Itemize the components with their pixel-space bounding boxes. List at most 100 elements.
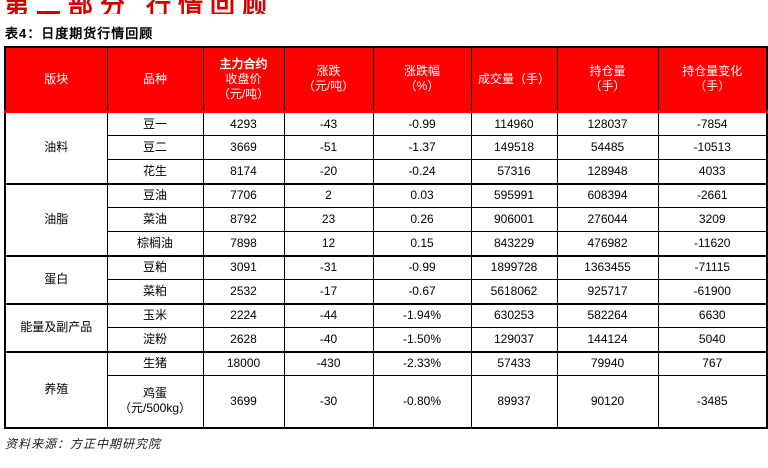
oi-cell: 1363455 [556, 254, 659, 280]
oi-cell: 128037 [556, 111, 659, 136]
table-row: 菜粕 2532 -17 -0.67 5618062 925717 -61900 [5, 279, 768, 304]
volume-cell: 595991 [470, 182, 558, 208]
close-cell: 4293 [202, 111, 285, 136]
variety-unit: （元/500kg） [118, 401, 192, 416]
oi-change-cell: -7854 [657, 111, 768, 136]
change-pct-cell: -0.80% [372, 375, 472, 428]
table-row: 鸡蛋 （元/500kg） 3699 -30 -0.80% 89937 90120… [5, 375, 768, 428]
oi-change-cell: 6630 [657, 302, 768, 328]
header-sector-label: 版块 [44, 71, 69, 86]
variety-cell: 菜油 [106, 207, 204, 232]
volume-cell: 843229 [470, 231, 558, 256]
oi-cell: 925717 [556, 279, 659, 304]
header-change-pct-line2: （%） [404, 79, 440, 93]
oi-cell: 582264 [556, 302, 659, 328]
oi-change-cell: -11620 [657, 231, 768, 256]
futures-table: 版块 品种 主力合约 收盘价 （元/吨） 涨跌 （元/吨） 涨跌幅 （%） 成交… [4, 46, 768, 429]
change-cell: -51 [283, 135, 374, 160]
change-pct-cell: 0.26 [372, 207, 472, 232]
table-row: 油脂 豆油 7706 2 0.03 595991 608394 -2661 [4, 182, 768, 256]
variety-cell: 豆一 [106, 111, 204, 136]
header-change-pct: 涨跌幅 （%） [372, 46, 472, 113]
close-cell: 2532 [202, 279, 285, 304]
variety-cell: 鸡蛋 （元/500kg） [106, 375, 204, 428]
header-oi-change-line2: （手） [694, 79, 731, 93]
close-cell: 7706 [202, 182, 285, 208]
table-row: 豆二 3669 -51 -1.37 149518 54485 -10513 [5, 135, 768, 160]
change-cell: -430 [283, 350, 374, 376]
variety-cell: 花生 [106, 159, 204, 184]
header-change: 涨跌 （元/吨） [283, 46, 374, 113]
change-cell: 2 [283, 182, 374, 208]
oi-cell: 144124 [556, 327, 659, 352]
close-cell: 8174 [202, 159, 285, 184]
table-row: 养殖 生猪 18000 -430 -2.33% 57433 79940 767 [4, 350, 768, 428]
volume-cell: 89937 [470, 375, 558, 428]
header-volume-label: 成交量（手） [477, 71, 550, 86]
variety-cell: 豆油 [106, 182, 204, 208]
variety-cell: 棕榈油 [106, 231, 204, 256]
volume-cell: 114960 [470, 111, 558, 136]
oi-change-cell: -10513 [657, 135, 768, 160]
header-close-price: 主力合约 收盘价 （元/吨） [202, 46, 285, 113]
change-cell: -40 [283, 327, 374, 352]
main-title-clip: 第二部分 行情回顾 [4, 0, 768, 14]
oi-change-cell: 3209 [657, 207, 768, 232]
oi-change-cell: 767 [657, 350, 768, 376]
sector-cell: 油脂 [4, 182, 108, 256]
close-cell: 3699 [202, 375, 285, 428]
oi-change-cell: -71115 [657, 254, 768, 280]
variety-cell: 玉米 [106, 302, 204, 328]
change-pct-cell: -1.37 [372, 135, 472, 160]
header-oi-change-line1: 持仓量变化 [682, 64, 743, 78]
sector-cell: 养殖 [4, 350, 108, 428]
change-pct-cell: 0.03 [372, 182, 472, 208]
change-cell: 23 [283, 207, 374, 232]
table-header: 版块 品种 主力合约 收盘价 （元/吨） 涨跌 （元/吨） 涨跌幅 （%） 成交… [4, 46, 768, 113]
variety-cell: 生猪 [106, 350, 204, 376]
header-sector: 版块 [4, 46, 108, 113]
table-row: 棕榈油 7898 12 0.15 843229 476982 -11620 [5, 231, 768, 256]
header-change-pct-line1: 涨跌幅 [403, 64, 440, 78]
table-caption: 表4：日度期货行情回顾 [5, 26, 154, 41]
table-row: 花生 8174 -20 -0.24 57316 128948 4033 [5, 159, 768, 184]
source-note: 资料来源：方正中期研究院 [5, 436, 162, 451]
variety-cell: 淀粉 [106, 327, 204, 352]
close-cell: 18000 [202, 350, 285, 376]
report-page: 第二部分 行情回顾 表4：日度期货行情回顾 版块 品种 主力合约 收盘价 （元/… [4, 0, 768, 451]
oi-cell: 54485 [556, 135, 659, 160]
header-open-interest: 持仓量 （手） [556, 46, 659, 113]
oi-change-cell: -2661 [657, 182, 768, 208]
sector-cell: 油料 [4, 111, 108, 184]
variety-name: 鸡蛋 [142, 386, 167, 401]
oi-change-cell: -3485 [657, 375, 768, 428]
oi-cell: 276044 [556, 207, 659, 232]
change-pct-cell: -1.94% [372, 302, 472, 328]
header-row: 版块 品种 主力合约 收盘价 （元/吨） 涨跌 （元/吨） 涨跌幅 （%） 成交… [4, 46, 768, 113]
close-cell: 3091 [202, 254, 285, 280]
change-cell: -30 [283, 375, 374, 428]
oi-cell: 128948 [556, 159, 659, 184]
oi-cell: 79940 [556, 350, 659, 376]
header-variety: 品种 [106, 46, 204, 113]
sector-cell: 能量及副产品 [4, 302, 108, 352]
change-cell: -43 [283, 111, 374, 136]
close-cell: 3669 [202, 135, 285, 160]
change-cell: -17 [283, 279, 374, 304]
header-volume: 成交量（手） [470, 46, 558, 113]
change-pct-cell: -0.67 [372, 279, 472, 304]
volume-cell: 630253 [470, 302, 558, 328]
header-close-line1: 主力合约 [219, 56, 268, 71]
close-cell: 8792 [202, 207, 285, 232]
volume-cell: 5618062 [470, 279, 558, 304]
oi-change-cell: 5040 [657, 327, 768, 352]
close-cell: 7898 [202, 231, 285, 256]
change-pct-cell: 0.15 [372, 231, 472, 256]
change-pct-cell: -1.50% [372, 327, 472, 352]
close-cell: 2224 [202, 302, 285, 328]
header-close-line3: （元/吨） [217, 86, 270, 101]
oi-cell: 608394 [556, 182, 659, 208]
header-close-line2: 收盘价 [225, 71, 262, 86]
header-change-line1: 涨跌 [316, 64, 341, 78]
variety-cell: 豆二 [106, 135, 204, 160]
